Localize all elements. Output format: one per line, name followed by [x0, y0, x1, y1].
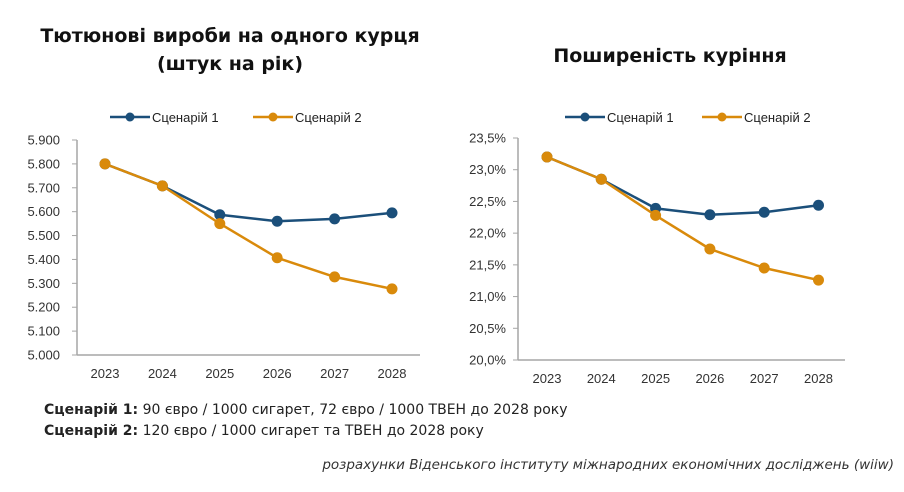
chart1-y-tick-label: 5.600: [27, 204, 60, 219]
chart2-x-tick-label: 2026: [695, 371, 724, 386]
chart2-y-tick-label: 20,0%: [469, 353, 506, 368]
chart1-y-tick-label: 5.400: [27, 252, 60, 267]
chart1-legend-1-marker: [125, 112, 135, 122]
chart2-series-1-line: [546, 155, 819, 216]
chart2-legend-1-label: Сценарій 1: [607, 110, 674, 125]
chart1-series-2-point: [214, 218, 226, 230]
chart1-series-2-line: [104, 162, 393, 291]
scenario-1-note: Сценарій 1: 90 євро / 1000 сигарет, 72 є…: [44, 400, 568, 421]
chart2-series-2-point: [813, 274, 824, 286]
scenario-1-label: Сценарій 1:: [44, 402, 139, 418]
chart2-y-tick-label: 23,0%: [469, 162, 506, 177]
chart1-series-1-point: [271, 215, 283, 227]
chart2-series-2-point: [541, 151, 553, 163]
chart1-y-tick-label: 5.300: [27, 276, 60, 291]
chart2-series-2-point: [595, 173, 607, 185]
chart2-series-1-point: [758, 206, 770, 218]
chart2-x-tick-label: 2023: [533, 371, 562, 386]
chart1-x-tick-label: 2024: [148, 366, 177, 381]
chart1-series-1-point: [214, 209, 226, 221]
chart2-series-1-point: [813, 199, 824, 211]
chart1-x-tick-label: 2026: [263, 366, 292, 381]
scenario-notes: Сценарій 1: 90 євро / 1000 сигарет, 72 є…: [44, 400, 568, 442]
chart1-legend-2-label: Сценарій 2: [295, 110, 362, 125]
chart2-y-tick-label: 23,5%: [469, 131, 506, 146]
chart2-y-tick-label: 22,5%: [469, 194, 506, 209]
chart2-y-tick-label: 21,5%: [469, 257, 506, 272]
chart1-x-tick-label: 2028: [378, 366, 407, 381]
chart1-x-tick-label: 2023: [91, 366, 120, 381]
chart2-series-2-line: [546, 155, 819, 282]
chart-title-cigarettes-per-smoker: Тютюнові вироби на одного курця (штук на…: [40, 25, 420, 75]
chart2-series-2-point: [650, 209, 662, 221]
chart2-legend-2-marker: [717, 112, 727, 122]
chart1-y-tick-label: 5.500: [27, 228, 60, 243]
chart1-series-2-point: [271, 252, 283, 264]
chart1-y-tick-label: 5.200: [27, 300, 60, 315]
chart2-y-tick-label: 22,0%: [469, 226, 506, 241]
scenario-2-note: Сценарій 2: 120 євро / 1000 сигарет та Т…: [44, 421, 568, 442]
scenario-2-text: 120 євро / 1000 сигарет та ТВЕН до 2028 …: [138, 423, 484, 439]
source-note: розрахунки Віденського інституту міжнаро…: [322, 457, 894, 473]
chart1-series-1-line: [104, 162, 393, 223]
chart2-series-2-point: [758, 262, 770, 274]
chart2-series-1-point: [704, 209, 716, 221]
chart2-series-2-point: [704, 243, 716, 255]
chart2-x-tick-label: 2024: [587, 371, 616, 386]
chart2-x-tick-label: 2028: [804, 371, 833, 386]
chart1-series-1-point: [329, 213, 341, 225]
chart2-y-tick-label: 20,5%: [469, 321, 506, 336]
chart1-y-tick-label: 5.800: [27, 156, 60, 171]
chart1-y-tick-label: 5.100: [27, 324, 60, 339]
chart1-series-2-point: [386, 283, 398, 295]
chart2-x-tick-label: 2025: [641, 371, 670, 386]
chart-title-smoking-prevalence: Поширеність куріння: [553, 45, 787, 67]
chart1-y-tick-label: 5.900: [27, 133, 60, 148]
chart1-y-tick-label: 5.000: [27, 348, 60, 363]
scenario-1-text: 90 євро / 1000 сигарет, 72 євро / 1000 Т…: [138, 402, 568, 418]
chart1-x-tick-label: 2025: [205, 366, 234, 381]
chart1-series-2-point: [99, 158, 111, 170]
chart1-legend-1-label: Сценарій 1: [152, 110, 219, 125]
scenario-2-label: Сценарій 2:: [44, 423, 139, 439]
chart1-y-tick-label: 5.700: [27, 180, 60, 195]
chart2-legend-1-marker: [580, 112, 590, 122]
chart2-x-tick-label: 2027: [750, 371, 779, 386]
chart2-legend-2-label: Сценарій 2: [744, 110, 811, 125]
chart1-x-tick-label: 2027: [320, 366, 349, 381]
chart2-y-tick-label: 21,0%: [469, 289, 506, 304]
chart1-series-2-point: [329, 271, 341, 283]
chart1-series-1-point: [386, 207, 398, 219]
chart1-series-2-point: [156, 180, 168, 192]
chart1-legend-2-marker: [268, 112, 278, 122]
